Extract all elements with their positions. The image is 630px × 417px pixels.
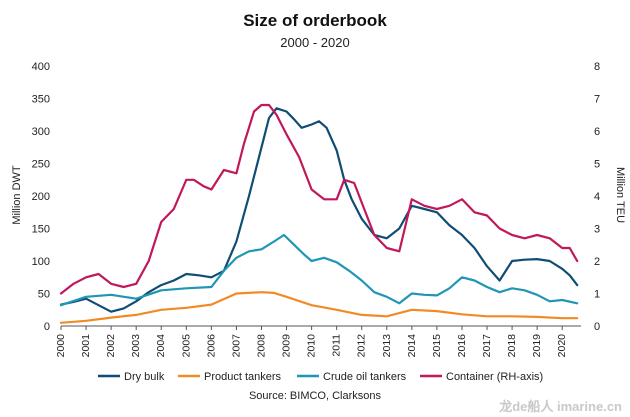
y-tick-label: 50 [38, 289, 50, 301]
x-tick-label: 2000 [55, 334, 67, 358]
x-tick-label: 2020 [556, 334, 568, 358]
series-line-crude-oil-tankers [59, 233, 579, 307]
series-line-dry-bulk [59, 107, 579, 313]
y2-tick-label: 7 [594, 94, 600, 106]
x-tick-label: 2007 [230, 334, 242, 358]
x-tick-label: 2019 [531, 334, 543, 358]
source-note: Source: BIMCO, Clarksons [249, 390, 382, 402]
y-tick-label: 400 [32, 61, 50, 73]
y-tick-label: 100 [32, 256, 50, 268]
x-tick-label: 2016 [456, 334, 468, 358]
y2-tick-label: 5 [594, 159, 600, 171]
x-tick-label: 2014 [406, 334, 418, 358]
series-line-container-rh-axis [59, 103, 579, 295]
chart-title: Size of orderbook [243, 11, 387, 30]
y2-axis-label: Million TEU [614, 167, 626, 223]
legend: Dry bulk Product tankers Crude oil tankers… [98, 371, 543, 383]
y2-tick-label: 8 [594, 61, 600, 73]
legend-label: Container (RH-axis) [446, 371, 543, 383]
x-tick-label: 2004 [155, 334, 167, 358]
series-line-product-tankers [59, 291, 579, 324]
y-tick-label: 150 [32, 224, 50, 236]
y2-tick-label: 4 [594, 191, 600, 203]
x-tick-label: 2017 [481, 334, 493, 358]
watermark-logo: 龙de船人 imarine.cn [499, 399, 622, 414]
legend-label: Dry bulk [124, 371, 165, 383]
chart-subtitle: 2000 - 2020 [280, 35, 349, 50]
legend-label: Crude oil tankers [323, 371, 407, 383]
x-tick-label: 2011 [331, 334, 343, 357]
y-tick-label: 250 [32, 159, 50, 171]
y-tick-label: 200 [32, 191, 50, 203]
y-tick-label: 0 [44, 321, 50, 333]
y2-tick-label: 2 [594, 256, 600, 268]
axes: 0 50 100 150 200 250 300 350 400 0 1 2 3 4 5 6 7 8 2000 200… [32, 61, 600, 357]
y2-tick-label: 1 [594, 289, 600, 301]
y2-tick-label: 0 [594, 321, 600, 333]
y-tick-label: 300 [32, 126, 50, 138]
x-tick-label: 2015 [431, 334, 443, 358]
x-tick-label: 2006 [205, 334, 217, 358]
series-lines [59, 103, 579, 324]
x-tick-label: 2018 [506, 334, 518, 358]
x-tick-label: 2001 [80, 334, 92, 358]
legend-label: Product tankers [204, 371, 282, 383]
x-tick-label: 2003 [130, 334, 142, 358]
x-tick-label: 2010 [306, 334, 318, 358]
y-axis-label: Million DWT [11, 165, 23, 225]
x-tick-label: 2009 [281, 334, 293, 358]
y2-tick-label: 6 [594, 126, 600, 138]
x-tick-label: 2008 [255, 334, 267, 358]
y-tick-label: 350 [32, 94, 50, 106]
x-tick-label: 2012 [356, 334, 368, 358]
y2-tick-label: 3 [594, 224, 600, 236]
x-tick-label: 2002 [105, 334, 117, 358]
x-tick-label: 2005 [180, 334, 192, 358]
x-tick-label: 2013 [381, 334, 393, 358]
